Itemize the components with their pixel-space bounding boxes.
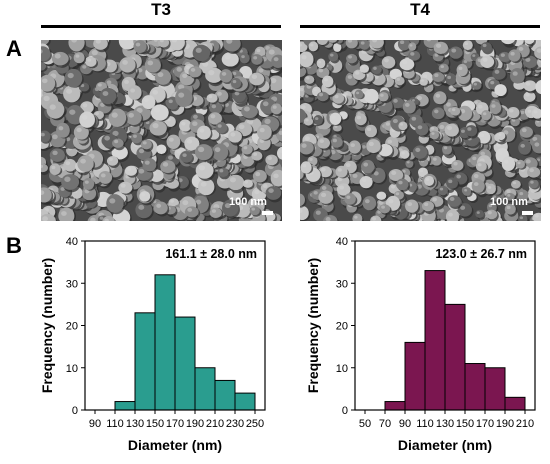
histogram-bar bbox=[504, 396, 526, 411]
histogram-bar bbox=[154, 274, 176, 411]
x-tick-label: 230 bbox=[226, 418, 244, 430]
sem-image-t3 bbox=[41, 40, 282, 221]
x-tick-label: 150 bbox=[146, 418, 164, 430]
scale-label-t3: 100 nm bbox=[229, 196, 267, 208]
histogram-bar bbox=[484, 367, 506, 411]
y-tick-label: 30 bbox=[336, 278, 348, 290]
y-axis-label: Frequency (number) bbox=[39, 258, 55, 393]
histogram-bar bbox=[114, 401, 136, 411]
y-tick-label: 40 bbox=[336, 236, 348, 248]
y-tick-label: 10 bbox=[336, 363, 348, 375]
y-tick-label: 0 bbox=[72, 405, 78, 417]
x-axis-label: Diameter (nm) bbox=[128, 437, 222, 453]
histogram-t4: 0 10 20 30 40 50 70 90 110 130 150 170 190 210 123.0 ±… bbox=[305, 236, 536, 453]
y-tick-label: 30 bbox=[66, 278, 78, 290]
x-tick-label: 70 bbox=[379, 418, 391, 430]
x-tick-label: 110 bbox=[416, 418, 434, 430]
sem-texture-t3 bbox=[41, 40, 282, 221]
x-tick-label: 130 bbox=[436, 418, 454, 430]
panel-label-b: B bbox=[6, 233, 22, 258]
size-annotation: 123.0 ± 26.7 nm bbox=[435, 247, 527, 261]
histogram-bar bbox=[214, 379, 236, 411]
y-tick-label: 0 bbox=[342, 405, 348, 417]
x-tick-label: 190 bbox=[186, 418, 204, 430]
x-tick-label: 170 bbox=[476, 418, 494, 430]
x-tick-label: 130 bbox=[126, 418, 144, 430]
x-tick-label: 250 bbox=[246, 418, 264, 430]
histogram-bar bbox=[194, 367, 216, 411]
histogram-bar bbox=[234, 392, 256, 411]
scale-label-t4: 100 nm bbox=[490, 196, 528, 208]
x-axis-label: Diameter (nm) bbox=[398, 437, 492, 453]
histogram-bar bbox=[424, 270, 446, 411]
x-tick-label: 50 bbox=[359, 418, 371, 430]
y-tick-label: 10 bbox=[66, 363, 78, 375]
sem-texture-t4 bbox=[300, 40, 541, 221]
x-tick-label: 110 bbox=[106, 418, 124, 430]
column-title-t3: T3 bbox=[151, 0, 171, 19]
x-tick-label: 190 bbox=[496, 418, 514, 430]
y-tick-label: 20 bbox=[66, 321, 78, 333]
y-tick-label: 20 bbox=[336, 321, 348, 333]
x-tick-label: 90 bbox=[89, 418, 101, 430]
x-tick-label: 170 bbox=[166, 418, 184, 430]
y-axis-label: Frequency (number) bbox=[305, 258, 321, 393]
histogram-bar bbox=[384, 401, 406, 411]
sem-image-t4 bbox=[300, 40, 541, 221]
panel-label-a: A bbox=[6, 36, 22, 61]
title-rule-t4 bbox=[300, 25, 540, 28]
x-tick-label: 210 bbox=[206, 418, 224, 430]
scale-bar-t3 bbox=[262, 211, 273, 215]
scale-bar-t4 bbox=[522, 211, 533, 215]
histogram-t3: 0 10 20 30 40 90 110 130 150 170 190 210 230 250 161.1… bbox=[39, 236, 266, 453]
title-rule-t3 bbox=[41, 25, 281, 28]
histogram-plot-1: 0 10 20 30 40 50 70 90 110 130 150 170 190 210 123.0 ±… bbox=[305, 236, 536, 453]
x-tick-label: 210 bbox=[516, 418, 534, 430]
x-tick-label: 90 bbox=[399, 418, 411, 430]
histogram-bar bbox=[174, 316, 196, 411]
histogram-bar bbox=[134, 312, 156, 411]
y-tick-label: 40 bbox=[66, 236, 78, 248]
histogram-bar bbox=[444, 303, 466, 411]
x-tick-label: 150 bbox=[456, 418, 474, 430]
size-annotation: 161.1 ± 28.0 nm bbox=[165, 247, 257, 261]
histogram-plot-0: 0 10 20 30 40 90 110 130 150 170 190 210 230 250 161.1… bbox=[39, 236, 266, 453]
histogram-bar bbox=[464, 363, 486, 411]
histogram-bar bbox=[404, 341, 426, 411]
column-title-t4: T4 bbox=[410, 0, 430, 19]
